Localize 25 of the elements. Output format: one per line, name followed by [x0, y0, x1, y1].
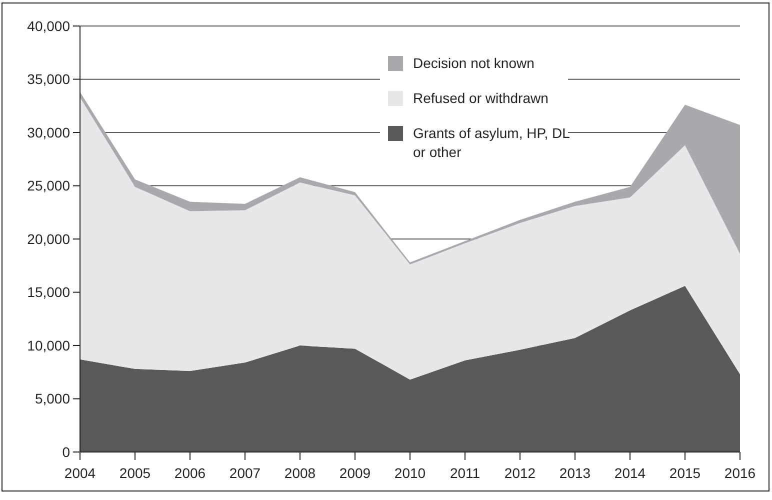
x-tick-label: 2006 [174, 465, 206, 481]
y-tick-label: 15,000 [27, 284, 70, 300]
y-tick-label: 35,000 [27, 71, 70, 88]
x-tick-label: 2004 [64, 465, 96, 481]
x-tick-label: 2016 [724, 465, 756, 481]
x-tick-label: 2005 [119, 465, 151, 481]
x-tick-label: 2014 [614, 465, 646, 481]
x-tick-label: 2011 [450, 465, 480, 481]
x-tick-label: 2013 [559, 465, 591, 481]
x-tick-label: 2010 [394, 465, 426, 481]
legend-label: Grants of asylum, HP, DL or other [413, 125, 570, 160]
y-tick-label: 10,000 [27, 337, 70, 354]
y-tick-label: 30,000 [27, 124, 70, 140]
x-tick-label: 2008 [284, 465, 316, 481]
y-tick-label: 40,000 [27, 18, 70, 34]
y-tick-label: 5,000 [34, 390, 70, 407]
x-tick-label: 2009 [339, 465, 371, 481]
y-tick-label: 20,000 [27, 230, 70, 247]
y-tick-label: 0 [62, 444, 70, 460]
x-tick-label: 2007 [229, 465, 261, 481]
legend-label: Decision not known [413, 55, 534, 71]
x-tick-label: 2012 [504, 465, 536, 481]
y-tick-label: 25,000 [27, 178, 70, 194]
x-tick-label: 2015 [669, 465, 701, 481]
legend-label: Refused or withdrawn [413, 90, 548, 106]
